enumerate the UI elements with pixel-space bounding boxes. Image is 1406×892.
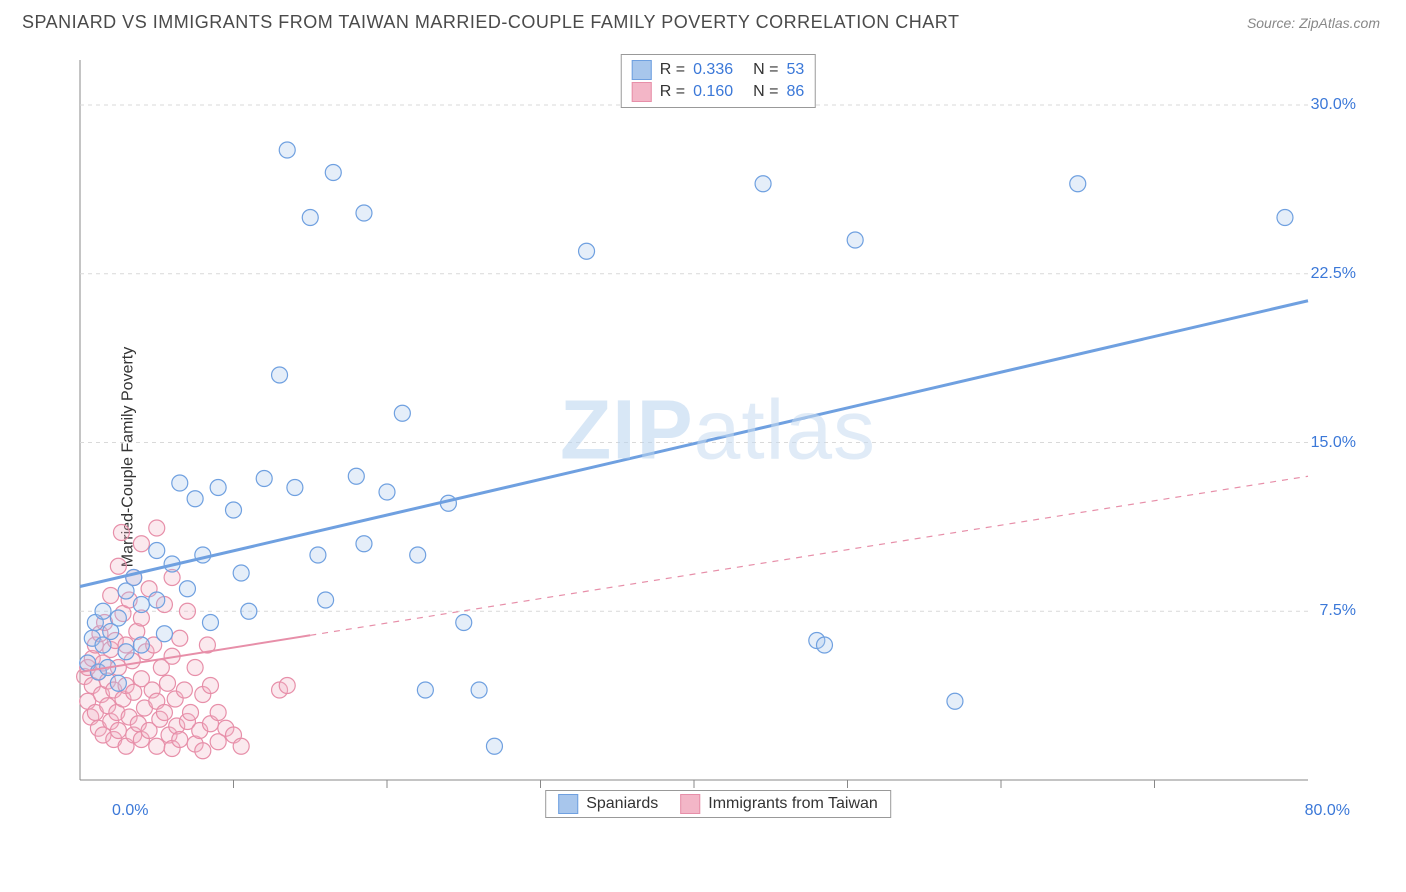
r-value: 0.336	[693, 59, 733, 81]
r-value: 0.160	[693, 81, 733, 103]
legend-item: Spaniards	[558, 794, 658, 814]
legend-swatch	[680, 794, 700, 814]
legend-item: Immigrants from Taiwan	[680, 794, 878, 814]
n-label: N =	[753, 59, 778, 81]
scatter-plot-svg	[68, 50, 1368, 820]
legend-swatch	[632, 60, 652, 80]
x-axis-min-label: 0.0%	[112, 802, 148, 820]
correlation-row: R = 0.160 N = 86	[632, 81, 805, 103]
n-value: 53	[786, 59, 804, 81]
chart-title: SPANIARD VS IMMIGRANTS FROM TAIWAN MARRI…	[22, 12, 959, 33]
y-tick-label: 15.0%	[1311, 434, 1356, 452]
correlation-row: R = 0.336 N = 53	[632, 59, 805, 81]
correlation-legend: R = 0.336 N = 53 R = 0.160 N = 86	[621, 54, 816, 108]
y-tick-label: 30.0%	[1311, 96, 1356, 114]
legend-label: Spaniards	[586, 795, 658, 813]
series-legend: Spaniards Immigrants from Taiwan	[545, 790, 891, 818]
y-tick-label: 22.5%	[1311, 265, 1356, 283]
legend-label: Immigrants from Taiwan	[708, 795, 878, 813]
legend-swatch	[632, 82, 652, 102]
n-label: N =	[753, 81, 778, 103]
x-axis-max-label: 80.0%	[1305, 802, 1350, 820]
r-label: R =	[660, 81, 685, 103]
legend-swatch	[558, 794, 578, 814]
source-attribution: Source: ZipAtlas.com	[1247, 15, 1380, 31]
plot-area: ZIPatlas R =0.336N =53R =0.160N =86 Span…	[68, 50, 1368, 820]
n-value: 86	[786, 81, 804, 103]
y-tick-label: 7.5%	[1320, 602, 1356, 620]
chart-container: Married-Couple Family Poverty ZIPatlas R…	[22, 42, 1384, 872]
r-label: R =	[660, 59, 685, 81]
